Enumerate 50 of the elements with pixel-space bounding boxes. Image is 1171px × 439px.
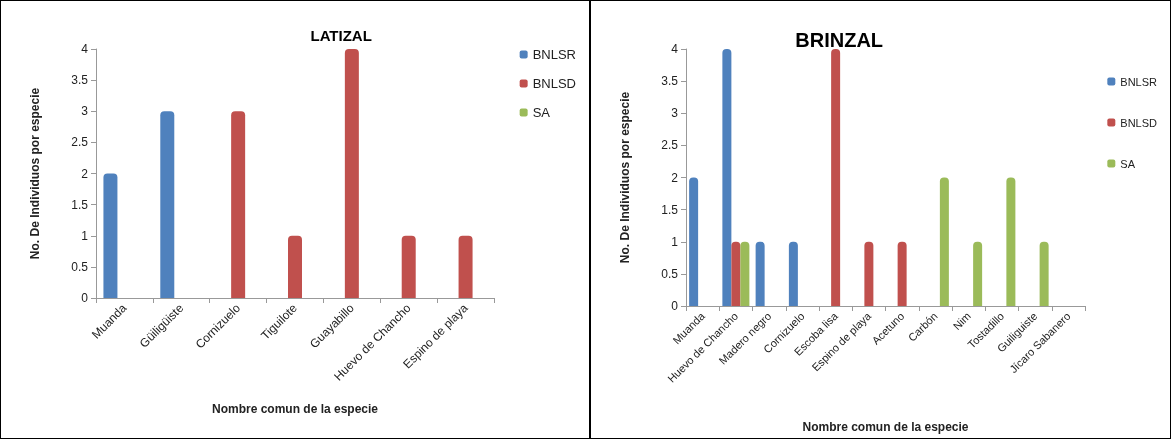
bar <box>755 241 765 306</box>
bar <box>864 241 874 306</box>
y-tick-label: 0 <box>671 299 679 313</box>
y-tick-label: 4 <box>671 42 679 56</box>
legend-label: BNLSD <box>1120 116 1158 129</box>
y-tick-label: 1.5 <box>661 202 679 217</box>
bar <box>689 177 699 306</box>
bar <box>458 235 473 298</box>
bar <box>939 177 949 306</box>
y-tick-label: 2.5 <box>71 135 89 150</box>
y-tick-label: 3.5 <box>661 74 679 89</box>
bar <box>1039 241 1049 306</box>
chart-title: BRINZAL <box>795 29 884 51</box>
bar <box>288 235 302 298</box>
y-tick-label: 2 <box>671 170 679 185</box>
bar <box>831 49 841 306</box>
bar <box>160 111 175 298</box>
bar <box>344 49 359 298</box>
bar <box>740 241 750 306</box>
x-axis-title: Nombre comun de la especie <box>211 402 379 416</box>
y-axis-title: No. De Individuos por especie <box>28 87 42 260</box>
y-tick-label: 3.5 <box>71 73 89 88</box>
y-tick-label: 2.5 <box>661 138 679 153</box>
x-axis-title: Nombre comun de la especie <box>802 420 969 434</box>
y-tick-label: 1.5 <box>71 197 89 212</box>
y-axis-title: No. De Individuos por especie <box>618 91 632 264</box>
legend-label: BNLSR <box>1120 75 1158 88</box>
y-tick-label: 0 <box>81 291 89 305</box>
y-tick-label: 0.5 <box>661 266 679 281</box>
y-tick-label: 1 <box>671 234 679 249</box>
legend-label: BNLSD <box>532 76 577 91</box>
bar <box>897 241 907 306</box>
bar <box>231 111 246 298</box>
legend-label: BNLSR <box>532 47 577 62</box>
bar <box>722 49 732 306</box>
y-tick-label: 0.5 <box>71 259 89 274</box>
y-tick-label: 4 <box>81 42 89 56</box>
legend-label: SA <box>532 105 551 120</box>
bar <box>1006 177 1016 306</box>
y-tick-label: 1 <box>81 228 89 243</box>
bar <box>788 241 798 306</box>
bar <box>103 173 118 298</box>
y-tick-label: 2 <box>81 166 89 181</box>
bar <box>731 241 741 306</box>
y-tick-label: 3 <box>81 104 89 119</box>
legend-label: SA <box>1120 157 1136 170</box>
bar <box>401 235 416 298</box>
chart-title: LATIZAL <box>310 27 372 44</box>
y-tick-label: 3 <box>671 106 679 121</box>
bar <box>973 241 983 306</box>
